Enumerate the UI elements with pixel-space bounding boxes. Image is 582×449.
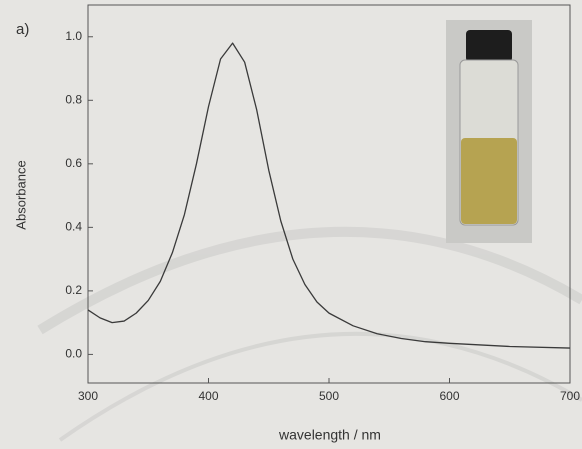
chart: a) wavelength / nm Absorbance 0.0 0.2 0.4 0… [0, 0, 582, 449]
x-tick-label: 400 [198, 389, 218, 403]
x-axis-label: wavelength / nm [278, 427, 381, 443]
y-tick-label: 0.6 [65, 156, 82, 170]
inset-vial [446, 20, 532, 243]
x-tick-label: 600 [439, 389, 459, 403]
y-tick-label: 0.2 [65, 283, 82, 297]
x-tick-label: 700 [560, 389, 580, 403]
x-tick-label: 500 [319, 389, 339, 403]
y-axis-label: Absorbance [13, 160, 28, 229]
y-tick-label: 0.4 [65, 220, 82, 234]
y-tick-label: 0.0 [65, 347, 82, 361]
panel-label: a) [16, 21, 29, 38]
watermark [40, 232, 582, 440]
y-tick-label: 1.0 [65, 29, 82, 43]
y-tick-label: 0.8 [65, 92, 82, 106]
x-tick-label: 300 [78, 389, 98, 403]
